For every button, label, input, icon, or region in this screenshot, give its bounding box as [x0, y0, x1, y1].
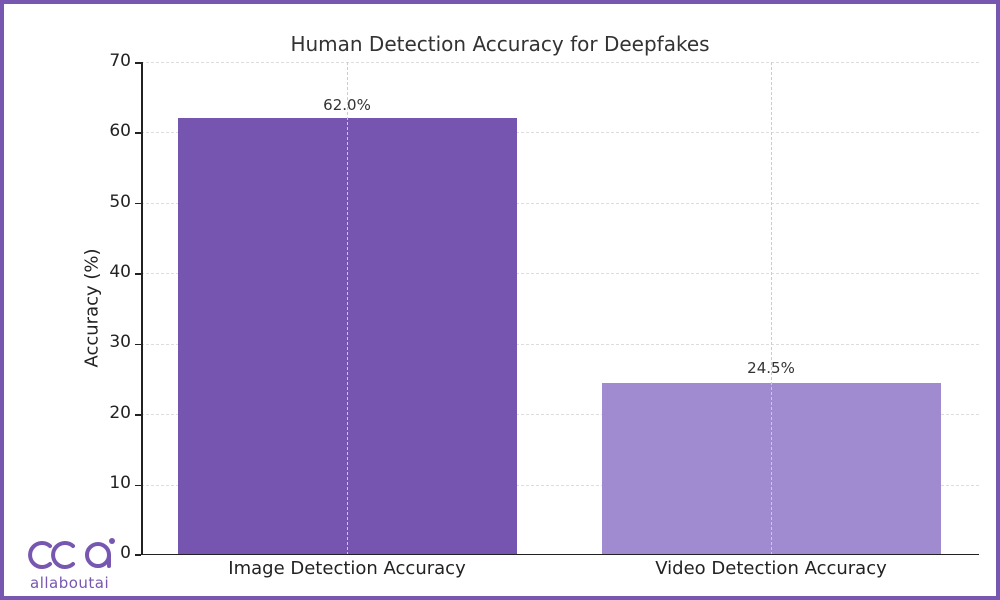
y-tick-label: 50 — [109, 192, 131, 212]
y-tick — [135, 554, 141, 556]
gridline — [141, 343, 979, 345]
bar-value-label: 24.5% — [747, 359, 795, 377]
x-tick-label-image: Image Detection Accuracy — [228, 558, 466, 579]
y-tick — [135, 273, 141, 275]
y-tick — [135, 414, 141, 416]
gridline — [141, 273, 979, 275]
y-tick-label: 20 — [109, 403, 131, 423]
y-tick-label: 10 — [109, 473, 131, 493]
gridline — [141, 62, 979, 63]
logo-text: allaboutai — [30, 574, 110, 592]
gridline — [141, 484, 979, 486]
chart-title: Human Detection Accuracy for Deepfakes — [290, 32, 710, 56]
vertical-gridline — [771, 62, 772, 555]
y-tick-label: 60 — [109, 121, 131, 141]
y-tick — [135, 484, 141, 487]
y-tick-label: 0 — [120, 543, 131, 563]
plot-area: 62.0% 24.5% 70 60 50 40 30 20 10 0 — [109, 51, 979, 563]
y-tick — [135, 343, 141, 346]
y-tick — [135, 132, 141, 134]
gridline — [141, 414, 979, 416]
gridline — [141, 202, 979, 204]
allaboutai-logo-icon — [28, 538, 115, 569]
bar-value-label: 62.0% — [323, 96, 371, 114]
y-tick-label: 30 — [109, 332, 131, 352]
gridline — [141, 132, 979, 134]
y-tick — [135, 62, 141, 64]
vertical-gridline — [347, 62, 348, 555]
x-tick-label-video: Video Detection Accuracy — [655, 558, 887, 579]
y-axis — [141, 62, 143, 555]
y-tick-label: 40 — [109, 262, 131, 282]
y-tick-label: 70 — [109, 51, 131, 71]
y-tick — [135, 202, 141, 205]
x-axis — [141, 553, 979, 555]
